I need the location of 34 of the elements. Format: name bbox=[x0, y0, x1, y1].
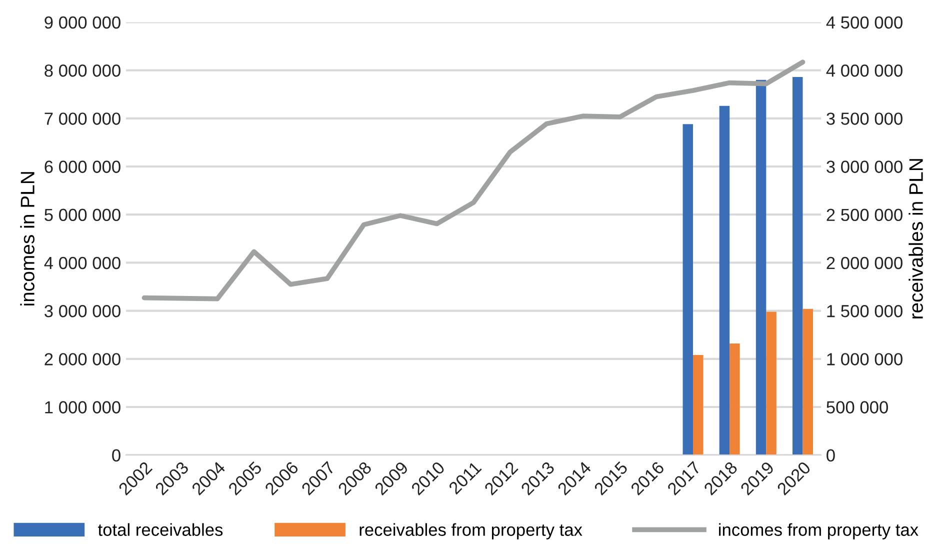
y2-tick-label: 2 500 000 bbox=[826, 208, 902, 222]
y-tick-label: 1 000 000 bbox=[45, 401, 120, 414]
bar bbox=[719, 106, 730, 456]
y-tick-label: 0 bbox=[112, 449, 120, 462]
y2-axis-title: receivables in PLN bbox=[908, 159, 923, 318]
bar bbox=[756, 80, 766, 456]
y-axis-title: incomes in PLN bbox=[20, 172, 34, 306]
y-tick-label: 8 000 000 bbox=[44, 64, 120, 77]
y2-tick-label: 500 000 bbox=[826, 401, 888, 414]
y-tick-label: 2 000 000 bbox=[44, 353, 120, 366]
y2-tick-label: 4 500 000 bbox=[826, 16, 902, 29]
legend-label: total receivables bbox=[98, 523, 223, 536]
y2-tick-label: 3 000 000 bbox=[826, 160, 902, 173]
legend-label: incomes from property tax bbox=[719, 523, 918, 540]
bar bbox=[802, 308, 813, 456]
y-tick-label: 5 000 000 bbox=[44, 208, 120, 222]
legend-label: receivables from property tax bbox=[360, 523, 582, 540]
bar bbox=[730, 344, 740, 456]
y2-tick-label: 3 500 000 bbox=[826, 112, 902, 125]
y2-tick-label: 2 000 000 bbox=[826, 256, 902, 270]
y-tick-label: 7 000 000 bbox=[44, 112, 120, 125]
y2-tick-label: 4 000 000 bbox=[826, 64, 902, 77]
y-tick-label: 6 000 000 bbox=[44, 160, 120, 173]
y2-tick-label: 1 500 000 bbox=[827, 304, 902, 318]
bar bbox=[792, 77, 803, 456]
bar bbox=[766, 312, 776, 456]
y-tick-label: 9 000 000 bbox=[44, 16, 120, 29]
bar bbox=[682, 124, 693, 456]
y2-tick-label: 0 bbox=[826, 449, 835, 462]
y2-tick-label: 1 000 000 bbox=[827, 353, 902, 366]
bar bbox=[693, 355, 704, 456]
y-tick-label: 3 000 000 bbox=[44, 304, 120, 318]
y-tick-label: 4 000 000 bbox=[44, 256, 120, 270]
line-series bbox=[142, 60, 806, 302]
